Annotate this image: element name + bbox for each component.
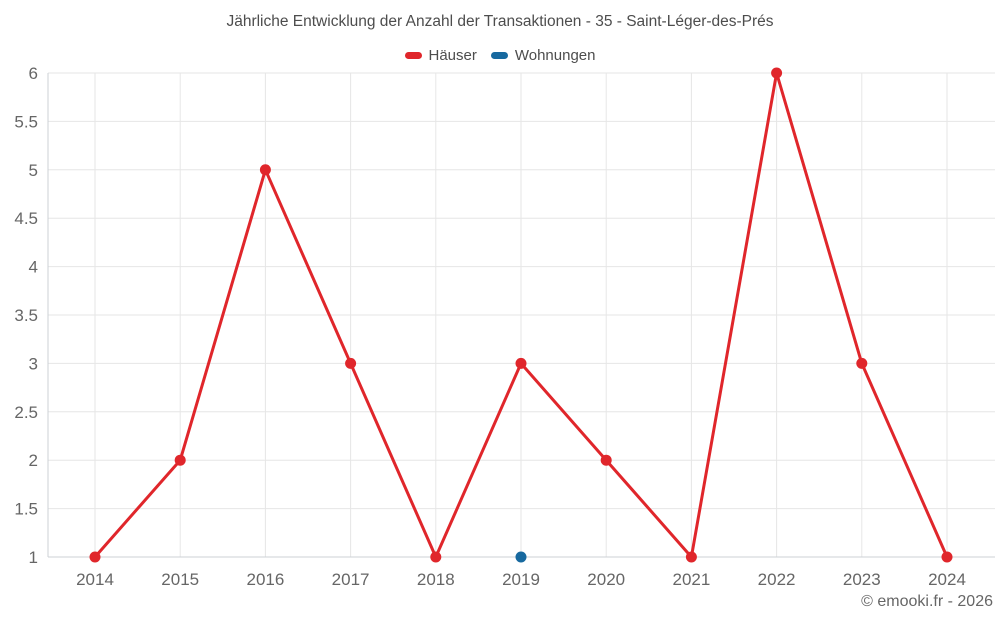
y-axis-label: 4.5 xyxy=(14,209,38,228)
y-axis-label: 1 xyxy=(29,548,38,567)
data-point-Häuser-2022[interactable] xyxy=(771,67,783,79)
x-axis-label: 2021 xyxy=(672,570,710,589)
legend: Häuser Wohnungen xyxy=(0,47,1000,64)
x-axis-label: 2018 xyxy=(417,570,455,589)
data-point-Häuser-2018[interactable] xyxy=(430,551,442,563)
data-point-Häuser-2015[interactable] xyxy=(174,454,186,466)
y-axis-label: 4 xyxy=(29,258,38,277)
data-point-Häuser-2014[interactable] xyxy=(89,551,101,563)
x-axis-label: 2023 xyxy=(843,570,881,589)
x-axis-label: 2014 xyxy=(76,570,114,589)
x-axis-label: 2017 xyxy=(332,570,370,589)
copyright: © emooki.fr - 2026 xyxy=(861,593,993,610)
data-point-Häuser-2017[interactable] xyxy=(345,357,357,369)
x-axis-label: 2022 xyxy=(758,570,796,589)
y-axis-label: 3 xyxy=(29,354,38,373)
y-axis-label: 5.5 xyxy=(14,112,38,131)
legend-label-wohnungen: Wohnungen xyxy=(514,47,596,64)
legend-item-haeuser[interactable]: Häuser xyxy=(404,47,477,64)
y-axis-label: 5 xyxy=(29,161,38,180)
x-axis-label: 2020 xyxy=(587,570,625,589)
x-axis-label: 2015 xyxy=(161,570,199,589)
legend-label-haeuser: Häuser xyxy=(428,47,477,64)
x-axis-label: 2019 xyxy=(502,570,540,589)
data-point-Häuser-2021[interactable] xyxy=(685,551,697,563)
y-axis-label: 1.5 xyxy=(14,500,38,519)
legend-swatch-wohnungen-icon xyxy=(490,52,508,59)
data-point-Häuser-2020[interactable] xyxy=(600,454,612,466)
data-point-Häuser-2016[interactable] xyxy=(259,164,271,176)
data-point-Wohnungen-2019[interactable] xyxy=(515,551,527,563)
data-point-Häuser-2024[interactable] xyxy=(941,551,953,563)
y-axis-label: 2 xyxy=(29,451,38,470)
legend-swatch-haeuser-icon xyxy=(404,52,422,59)
y-axis-label: 2.5 xyxy=(14,403,38,422)
y-axis-label: 3.5 xyxy=(14,306,38,325)
y-axis-label: 6 xyxy=(29,64,38,83)
x-axis-label: 2024 xyxy=(928,570,966,589)
data-point-Häuser-2019[interactable] xyxy=(515,357,527,369)
chart-title: Jährliche Entwicklung der Anzahl der Tra… xyxy=(226,13,774,30)
x-axis-label: 2016 xyxy=(246,570,284,589)
legend-item-wohnungen[interactable]: Wohnungen xyxy=(490,47,596,64)
data-point-Häuser-2023[interactable] xyxy=(856,357,868,369)
